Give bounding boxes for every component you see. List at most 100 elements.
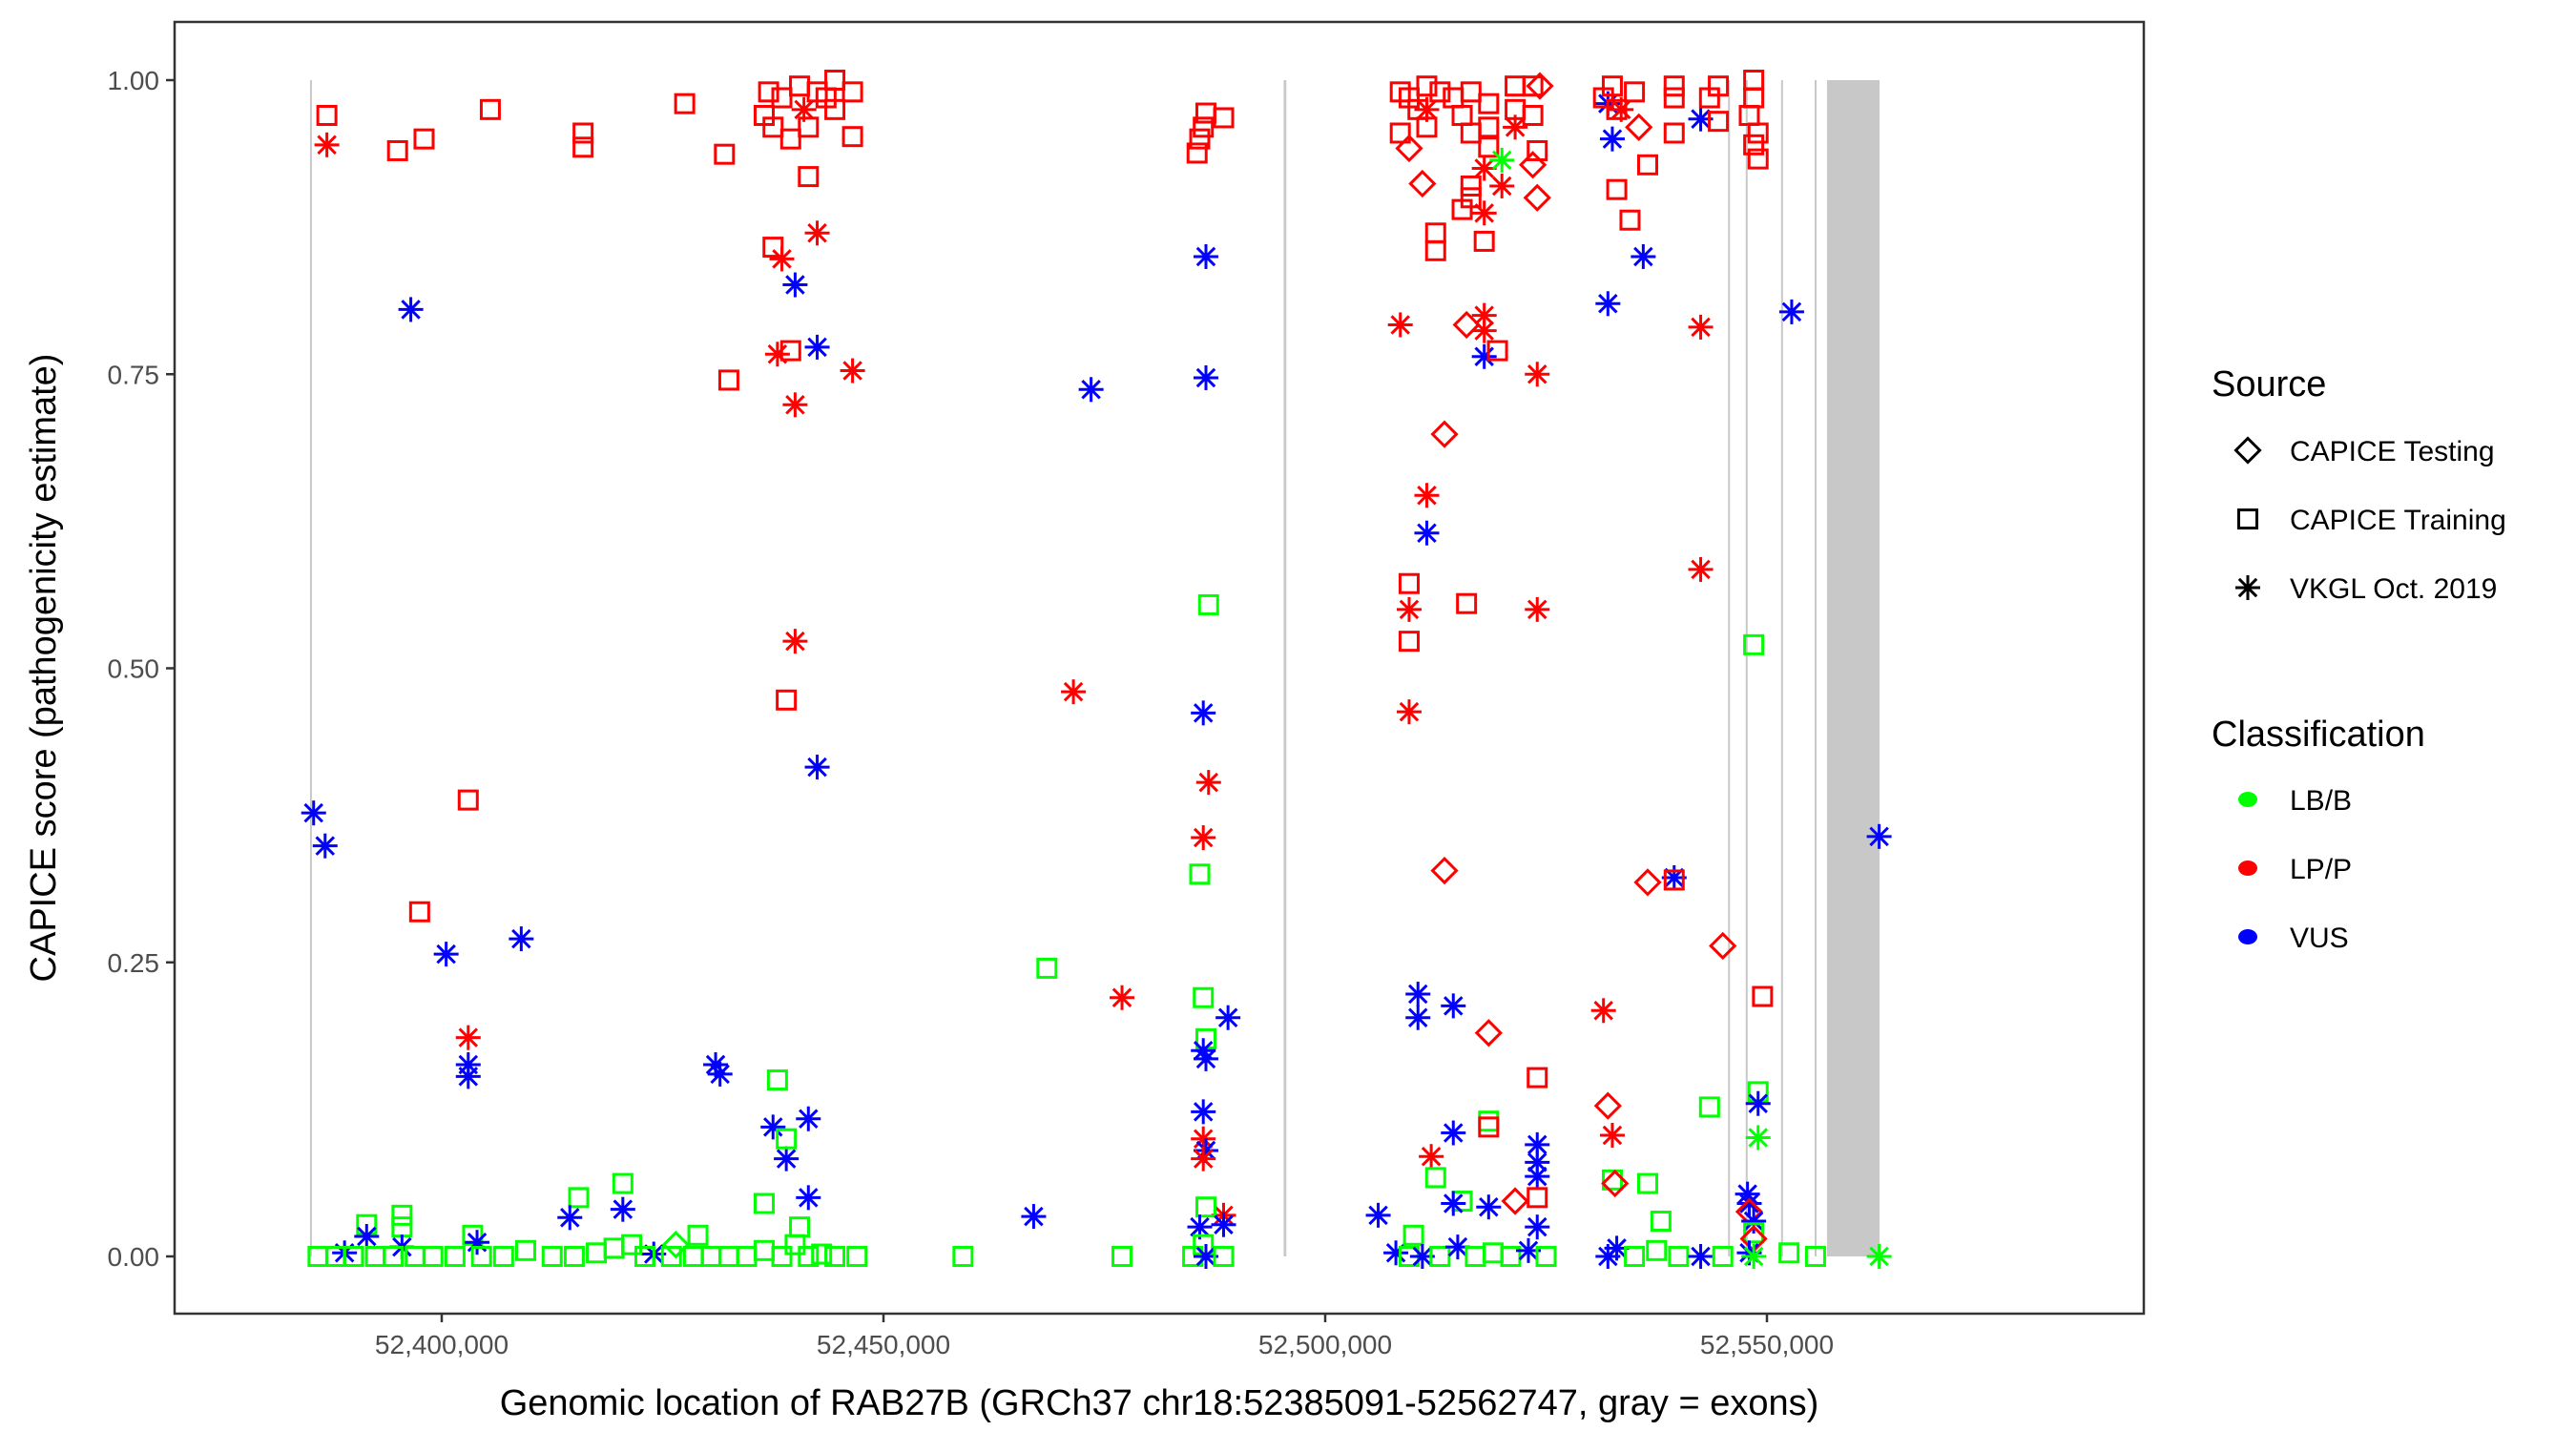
x-axis-title: Genomic location of RAB27B (GRCh37 chr18… xyxy=(500,1383,1819,1423)
data-point xyxy=(1365,1202,1391,1228)
data-point xyxy=(1189,128,1211,150)
data-point xyxy=(1778,299,1804,324)
data-point xyxy=(1078,377,1104,403)
data-point xyxy=(1606,98,1628,120)
data-point xyxy=(766,1069,788,1091)
data-point xyxy=(1405,1005,1431,1030)
data-point xyxy=(1197,593,1219,615)
data-point xyxy=(804,755,830,780)
data-point xyxy=(1663,122,1685,144)
data-point xyxy=(771,1246,793,1267)
data-point xyxy=(779,340,801,362)
data-point xyxy=(796,1185,821,1211)
data-point xyxy=(784,1234,806,1255)
x-axis: 52,400,000 52,450,000 52,500,000 52,550,000 xyxy=(375,1314,1834,1359)
data-point xyxy=(1389,122,1411,144)
exon-band xyxy=(1815,80,1818,1256)
data-point xyxy=(455,1025,481,1050)
data-point xyxy=(408,901,430,923)
data-point xyxy=(776,689,798,711)
y-axis: 0.00 0.25 0.50 0.75 1.00 xyxy=(108,66,175,1272)
data-point xyxy=(846,1246,868,1267)
data-point xyxy=(1525,1164,1550,1190)
data-point xyxy=(557,1205,583,1231)
data-point xyxy=(1486,340,1508,362)
data-point xyxy=(717,369,739,391)
data-point xyxy=(1416,116,1438,138)
data-point xyxy=(1430,420,1459,448)
data-point xyxy=(457,789,479,811)
data-point xyxy=(312,833,338,859)
data-point xyxy=(1441,1191,1466,1216)
data-point xyxy=(1424,239,1446,261)
data-point xyxy=(1636,154,1658,176)
data-point xyxy=(1193,986,1215,1008)
data-point xyxy=(804,334,830,360)
data-point xyxy=(1471,156,1497,181)
data-point xyxy=(1416,75,1438,97)
y-tick-label: 1.00 xyxy=(108,66,160,95)
data-point xyxy=(1709,931,1737,961)
data-point xyxy=(1646,1239,1668,1261)
data-point xyxy=(1213,1246,1235,1267)
data-point xyxy=(811,1243,833,1265)
data-point xyxy=(1193,243,1218,269)
data-point xyxy=(1398,631,1420,653)
data-point xyxy=(674,93,696,114)
data-point xyxy=(1712,1246,1734,1267)
data-point xyxy=(1195,770,1221,796)
x-tick-label: 52,400,000 xyxy=(375,1330,509,1359)
legend-label: VKGL Oct. 2019 xyxy=(2290,573,2497,605)
data-point xyxy=(1195,1196,1216,1218)
data-point xyxy=(1601,75,1623,97)
data-point xyxy=(1525,596,1550,622)
data-point xyxy=(1604,1235,1630,1261)
exon-band xyxy=(1728,80,1731,1256)
data-point xyxy=(354,1224,380,1250)
data-point xyxy=(1478,93,1500,114)
data-point xyxy=(1668,1246,1690,1267)
data-point xyxy=(541,1246,563,1267)
data-point xyxy=(1633,868,1662,897)
data-point xyxy=(1599,1123,1625,1149)
data-point xyxy=(1804,1246,1826,1267)
data-point xyxy=(753,1192,775,1214)
data-point xyxy=(1743,1222,1765,1244)
legend-label: LB/B xyxy=(2290,785,2352,817)
data-point xyxy=(1752,985,1774,1007)
data-point xyxy=(840,358,865,384)
data-point xyxy=(1500,1246,1522,1267)
data-point xyxy=(760,1114,786,1140)
x-tick-label: 52,450,000 xyxy=(817,1330,950,1359)
data-point xyxy=(1525,1214,1550,1240)
data-point xyxy=(774,1146,800,1172)
data-point xyxy=(1387,312,1413,338)
data-point xyxy=(1527,1067,1548,1089)
data-point xyxy=(1745,1090,1771,1116)
data-point xyxy=(1191,825,1216,851)
legend-key-dot xyxy=(2238,861,2257,876)
data-point xyxy=(1525,362,1550,387)
data-point xyxy=(1414,483,1440,508)
legend-key-dot xyxy=(2238,929,2257,944)
y-axis-title: CAPICE score (pathogenicity estimate) xyxy=(24,354,64,983)
data-point xyxy=(779,128,801,150)
data-point xyxy=(764,342,790,367)
data-point xyxy=(1395,134,1423,163)
x-tick-label: 52,550,000 xyxy=(1700,1330,1834,1359)
data-point xyxy=(1526,72,1554,100)
data-point xyxy=(1474,1019,1503,1047)
data-point xyxy=(1021,1204,1047,1230)
exon-band xyxy=(1745,80,1748,1256)
legend-key-dot xyxy=(2238,792,2257,807)
data-point xyxy=(1061,679,1087,705)
data-point xyxy=(610,1196,635,1222)
data-point xyxy=(1489,147,1515,173)
data-point xyxy=(444,1246,466,1267)
data-point xyxy=(1522,104,1544,126)
data-point xyxy=(1460,187,1482,209)
data-point xyxy=(1501,1187,1529,1215)
legend-key-diamond xyxy=(2233,436,2262,465)
data-point xyxy=(1518,151,1548,179)
